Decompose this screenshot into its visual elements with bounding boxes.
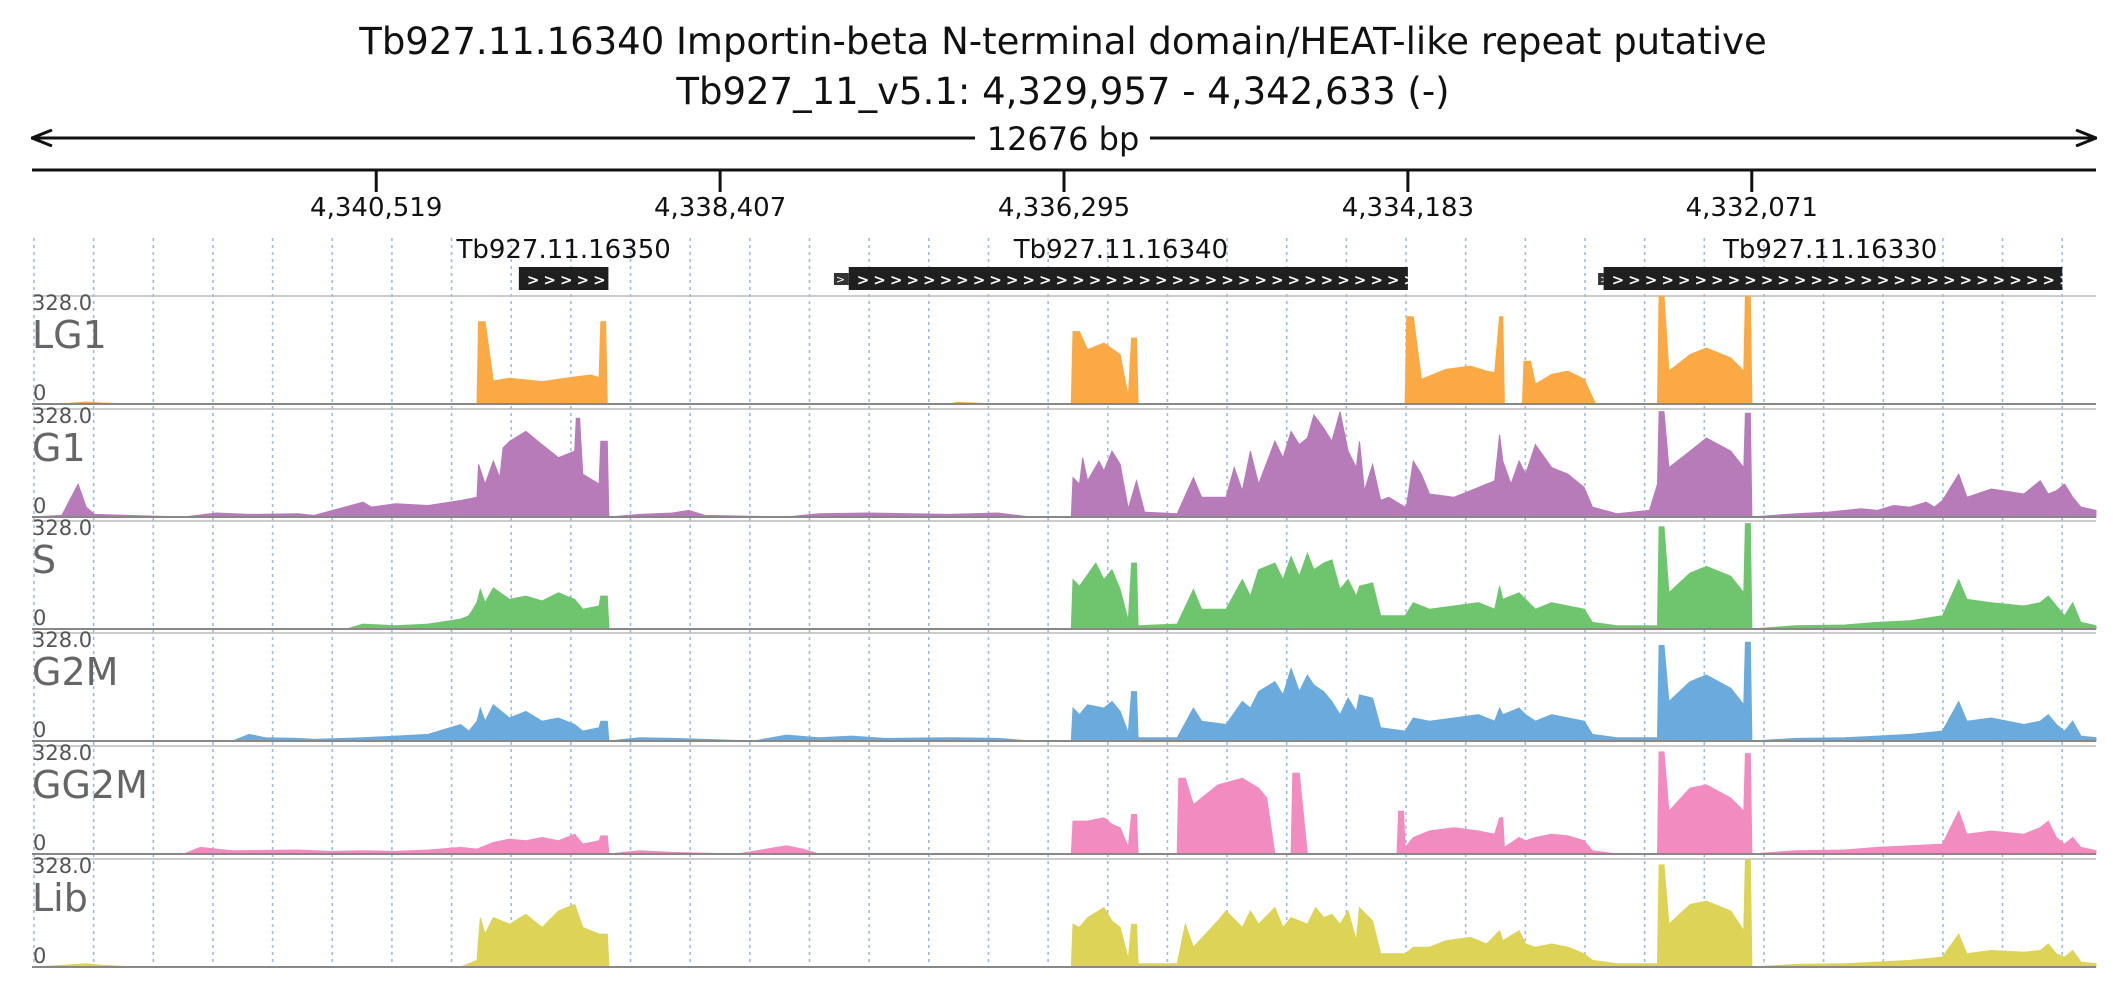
coverage-area (32, 751, 2097, 855)
gene: >>>>>>>>>>>>>>>>>>>>>>>>>>>>>>Tb927.11.1… (1598, 235, 2092, 290)
tick-label: 4,336,295 (998, 193, 1130, 223)
gene-utr (1598, 273, 1604, 285)
y-min-label: 0 (33, 606, 46, 630)
y-min-label: 0 (33, 944, 46, 968)
coverage-area (31, 295, 2096, 405)
y-max-label: 328.0 (32, 291, 92, 315)
track-g2m: 328.0 0 G2M (32, 628, 2097, 742)
y-max-label: 328.0 (32, 628, 92, 652)
gene-body (1603, 267, 2063, 290)
y-min-label: 0 (33, 494, 46, 518)
coverage-area (31, 859, 2097, 968)
track-name: S (32, 538, 56, 582)
track-name: Lib (32, 876, 88, 920)
gene: > >>>>>>>>>>>>>>>>>>>>>>>>>>>>>>>>>>>>Tb9… (833, 235, 1453, 290)
strand-arrows: >>>>>>>>>>>>>>>>>>>>>>>>>>>>> (1612, 271, 2092, 289)
coverage-area (32, 523, 2097, 630)
coverage-area (31, 411, 2097, 518)
gene-label: Tb927.11.16330 (1722, 235, 1937, 265)
gene-label: Tb927.11.16350 (455, 235, 670, 265)
track-name: G1 (32, 426, 86, 470)
chart-subtitle: Tb927_11_v5.1: 4,329,957 - 4,342,633 (-) (676, 70, 1450, 113)
gene-body (848, 267, 1408, 290)
track-s: 328.0 0 S (32, 516, 2097, 630)
gene-body (518, 267, 609, 290)
track-lib: 328.0 0 Lib (31, 854, 2097, 968)
y-min-label: 0 (33, 831, 46, 855)
y-min-label: 0 (33, 718, 46, 742)
ruler: 12676 bp (32, 120, 2096, 172)
y-max-label: 328.0 (32, 404, 92, 428)
tick-label: 4,340,519 (310, 193, 442, 223)
coverage-area (32, 641, 2097, 742)
tick-label: 4,332,071 (1686, 193, 1818, 223)
track-name: LG1 (32, 313, 107, 357)
span-label: 12676 bp (987, 120, 1140, 158)
gene-utr (833, 273, 849, 285)
gene-label: Tb927.11.16340 (1013, 235, 1228, 265)
track-gg2m: 328.0 0 GG2M (32, 741, 2097, 855)
strand-arrows: >>>>> (527, 271, 610, 289)
track-name: G2M (32, 650, 118, 694)
chart-title: Tb927.11.16340 Importin-beta N-terminal … (359, 20, 1767, 63)
y-max-label: 328.0 (32, 741, 92, 765)
gene: >>>>> Tb927.11.16350 (455, 235, 671, 290)
tick-label: 4,338,407 (654, 193, 786, 223)
y-max-label: 328.0 (32, 516, 92, 540)
coverage-tracks: 328.00LG1328.00G1328.00S328.00G2M328.00G… (31, 291, 2097, 968)
y-max-label: 328.0 (32, 854, 92, 878)
strand-arrows: >>>>>>>>>>>>>>>>>>>>>>>>>>>>>>>>>>>> (857, 271, 1453, 289)
gene-track: >>>>>Tb927.11.16350> >>>>>>>>>>>>>>>>>>>>… (455, 235, 2092, 290)
track-lg1: 328.0 0 LG1 (31, 291, 2096, 405)
track-name: GG2M (32, 763, 148, 807)
y-min-label: 0 (33, 381, 46, 405)
track-g1: 328.0 0 G1 (31, 404, 2097, 518)
axis-ticks: 4,340,519 4,338,407 4,336,295 4,334,183 4,33… (310, 170, 1818, 223)
tick-label: 4,334,183 (1342, 193, 1474, 223)
utr-arrow: > (836, 273, 845, 286)
